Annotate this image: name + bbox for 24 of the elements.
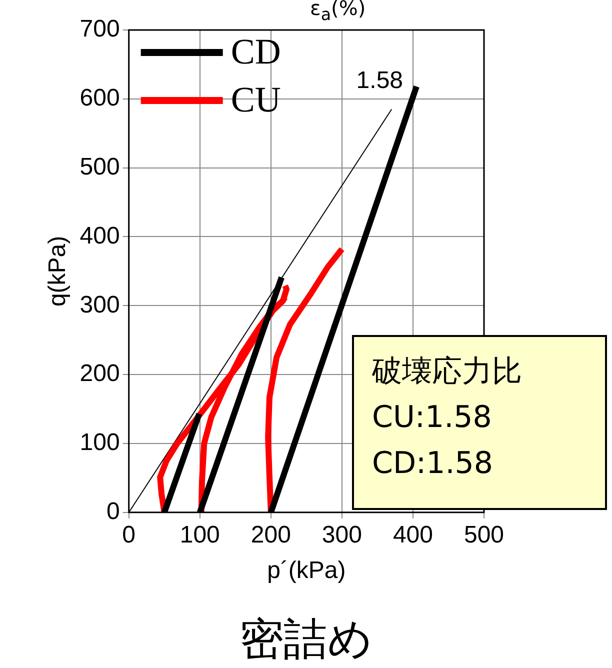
y-tick-label: 200 <box>80 360 120 388</box>
annotation: CU:1.58 <box>372 399 493 437</box>
annotation: CD:1.58 <box>372 445 494 483</box>
legend-label: CD <box>230 31 281 72</box>
y-tick-label: 300 <box>80 291 120 318</box>
y-tick-label: 500 <box>80 153 120 180</box>
annotation: 1.58 <box>356 66 404 94</box>
x-tick-label: 200 <box>250 521 291 548</box>
text-box: 破壊応力比 CU:1.58 CD:1.58 <box>352 335 607 510</box>
y-tick-label: 100 <box>80 429 120 456</box>
x-tick-label: 500 <box>464 521 504 548</box>
y-tick-label: 600 <box>80 84 120 112</box>
text: 密詰め <box>238 613 374 667</box>
legend-label: CU <box>230 79 281 120</box>
text: ε$_{a}$(%) <box>310 0 366 24</box>
x-tick-label: 300 <box>322 521 362 548</box>
x-tick-label: 100 <box>180 521 220 548</box>
y-tick-label: 400 <box>80 222 120 250</box>
annotation: 破壊応力比 <box>372 353 523 391</box>
y-tick-label: 0 <box>106 498 120 526</box>
x-axis-title: p´(kPa) <box>267 557 346 584</box>
x-tick-label: 400 <box>392 521 433 548</box>
y-tick-label: 700 <box>80 16 120 43</box>
y-axis-title: q(kPa) <box>44 236 72 307</box>
